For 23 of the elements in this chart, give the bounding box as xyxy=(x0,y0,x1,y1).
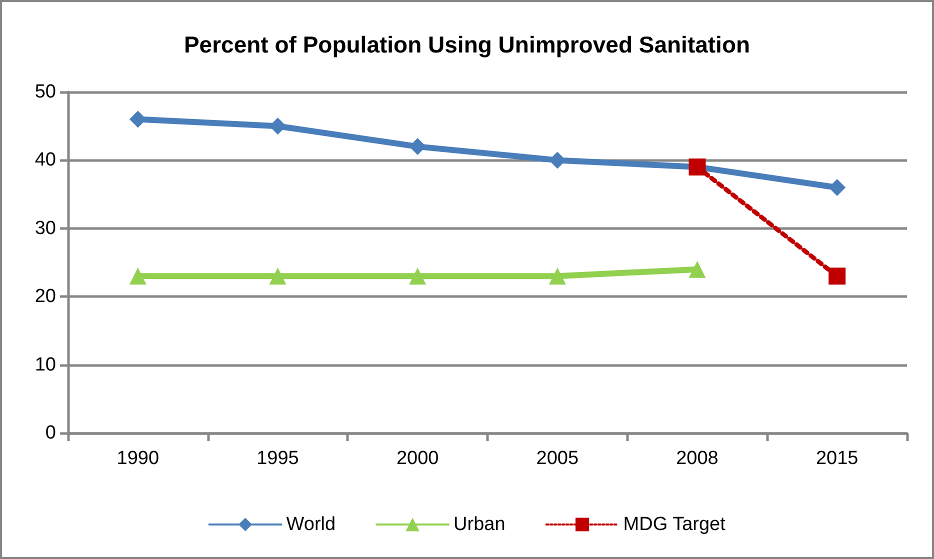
x-tick-label: 2015 xyxy=(816,448,858,469)
x-tick-label: 2005 xyxy=(536,448,579,469)
y-tick-label: 10 xyxy=(34,354,56,376)
x-tick-label: 2008 xyxy=(676,448,718,469)
y-tick-label: 50 xyxy=(34,82,56,102)
chart-title: Percent of Population Using Unimproved Sanitation xyxy=(184,32,750,58)
y-tick-label: 40 xyxy=(34,150,56,171)
point xyxy=(688,260,706,278)
y-tick-label: 20 xyxy=(34,286,56,308)
point xyxy=(269,268,286,285)
point xyxy=(548,268,566,285)
legend-label: World xyxy=(286,514,336,535)
y-tick-label: 30 xyxy=(34,218,56,239)
y-tick-label: 0 xyxy=(45,422,56,444)
legend-label: Urban xyxy=(454,514,506,535)
legend-label: MDG Target xyxy=(623,514,726,535)
x-tick-label: 1990 xyxy=(116,448,160,469)
x-tick-label: 1995 xyxy=(256,448,299,469)
point xyxy=(828,268,846,285)
point xyxy=(409,268,426,285)
x-tick-label: 2000 xyxy=(396,448,439,469)
point xyxy=(828,178,846,196)
point xyxy=(129,268,146,285)
